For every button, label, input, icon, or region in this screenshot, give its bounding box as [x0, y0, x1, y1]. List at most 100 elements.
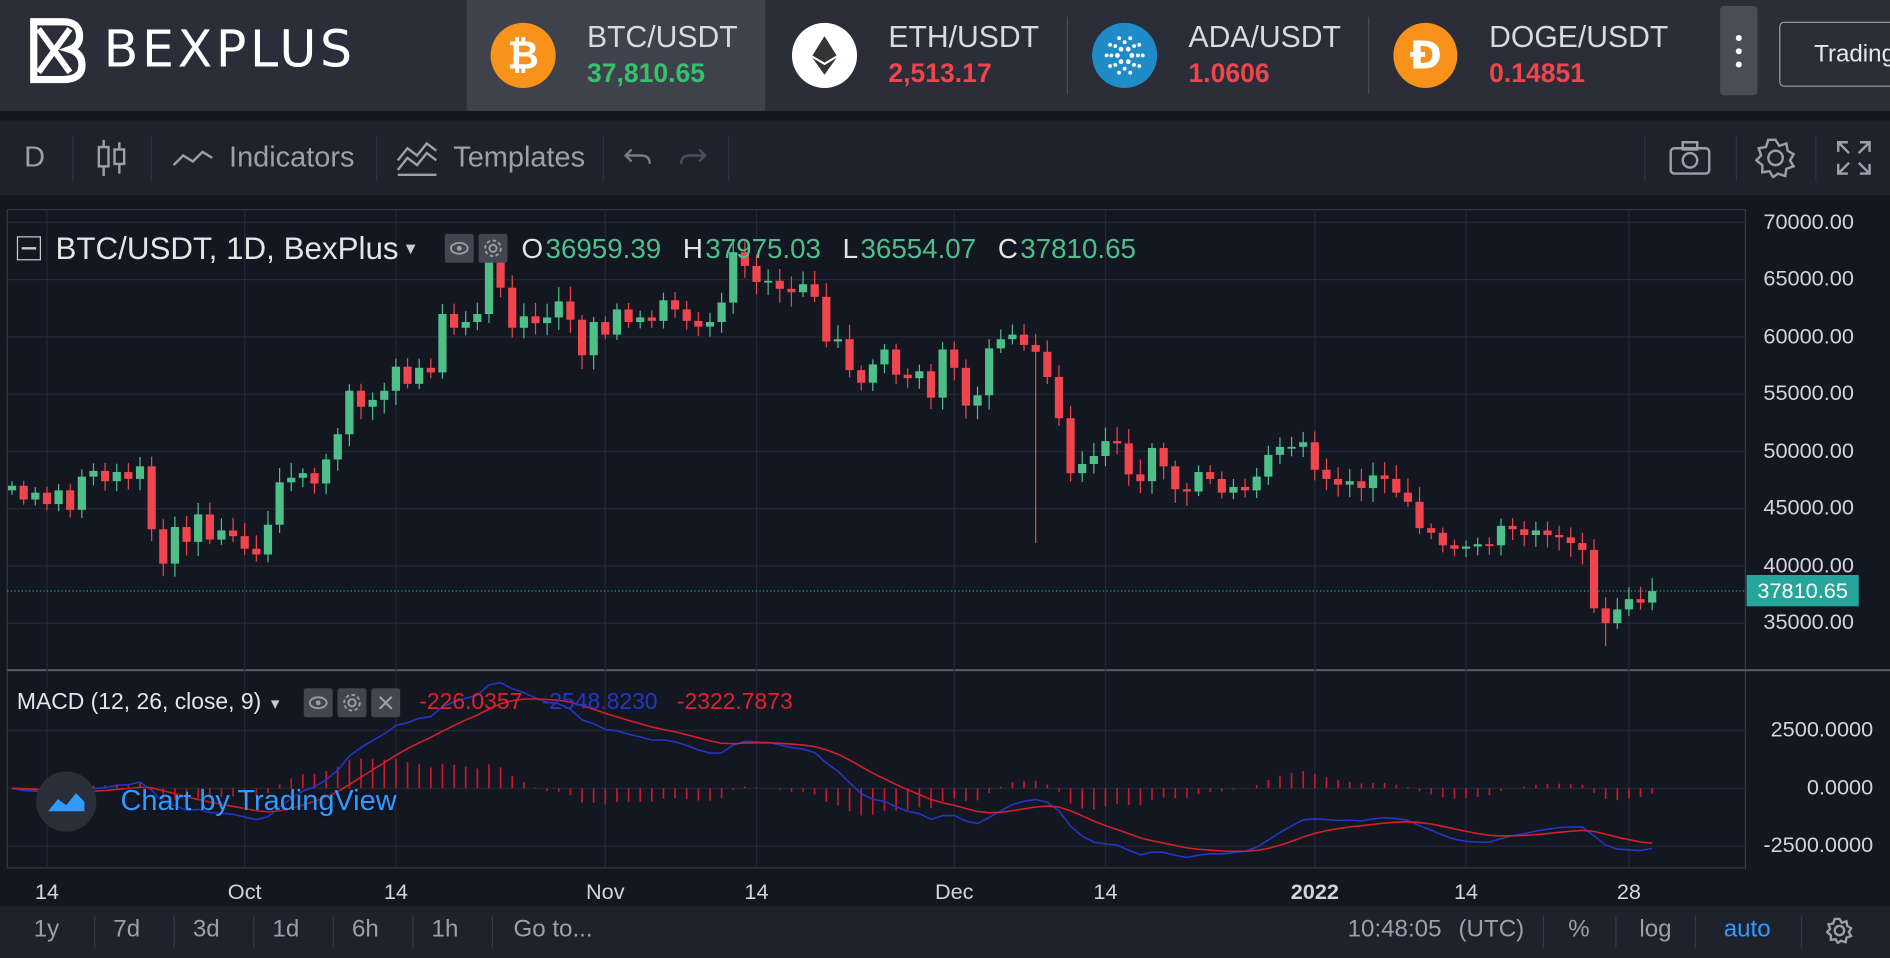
- range-1d-button[interactable]: 1d: [272, 916, 300, 943]
- axis-settings-button[interactable]: [1825, 906, 1853, 958]
- kebab-dot: [1735, 47, 1742, 54]
- candle-body: [845, 339, 854, 371]
- macd-line-value: -2548.8230: [541, 689, 658, 715]
- range-1h-button[interactable]: 1h: [431, 916, 459, 943]
- ticker-divider: [1368, 16, 1370, 95]
- candle-body: [1229, 486, 1238, 493]
- indicators-button[interactable]: Indicators: [171, 121, 354, 196]
- camera-icon: [1669, 141, 1711, 175]
- snapshot-button[interactable]: [1668, 121, 1711, 196]
- range-3d-button[interactable]: 3d: [192, 916, 220, 943]
- go-to-date-button[interactable]: Go to...: [513, 916, 593, 943]
- brand-logo[interactable]: BEXPLUS: [27, 12, 356, 84]
- bottom-divider: [1615, 916, 1617, 948]
- candle-body: [1322, 469, 1331, 479]
- bottom-divider: [412, 916, 414, 948]
- collapse-legend-button[interactable]: [16, 236, 41, 261]
- candle-body: [1589, 549, 1599, 609]
- candle-body: [89, 470, 98, 477]
- candle-body: [403, 366, 412, 384]
- candle-body: [66, 490, 75, 510]
- fullscreen-button[interactable]: [1835, 121, 1874, 196]
- ticker-eth-usdt[interactable]: ETH/USDT 2,513.17: [768, 0, 1067, 111]
- candle-body: [484, 259, 494, 315]
- toolbar-divider: [1815, 135, 1817, 181]
- price-axis-label: 40000.00: [1763, 552, 1854, 577]
- macd-title[interactable]: MACD (12, 26, close, 9): [16, 689, 262, 715]
- templates-button[interactable]: Templates: [395, 121, 585, 196]
- macd-axis-label: 2500.0000: [1770, 717, 1874, 742]
- log-scale-toggle[interactable]: log: [1639, 916, 1672, 943]
- candle-body: [624, 309, 633, 323]
- ticker-btc-usdt[interactable]: ₿ BTC/USDT 37,810.65: [466, 0, 766, 111]
- timezone-label[interactable]: (UTC): [1458, 916, 1525, 943]
- visibility-eye-icon[interactable]: [444, 233, 474, 263]
- candle-body: [1485, 544, 1494, 546]
- candle-body: [833, 339, 843, 342]
- candle-body: [54, 490, 63, 505]
- candle-body: [1206, 472, 1215, 479]
- low-key: L: [842, 232, 859, 264]
- candle-body: [740, 252, 749, 266]
- candle-body: [764, 280, 773, 283]
- candle-body: [1520, 529, 1529, 536]
- candle-body: [519, 316, 528, 328]
- macd-visibility-eye-icon[interactable]: [303, 688, 333, 718]
- time-axis-label: 14: [383, 879, 408, 905]
- chart-area[interactable]: BTC/USDT, 1D, BexPlus ▾ O 36959.39 H 379…: [0, 195, 1890, 907]
- candle-body: [1648, 591, 1657, 603]
- more-menu-button[interactable]: [1720, 6, 1758, 96]
- time-axis-label: 14: [1093, 879, 1118, 905]
- toolbar-divider: [72, 135, 74, 181]
- open-value: 36959.39: [545, 232, 662, 264]
- ticker-ada-usdt[interactable]: ADA/USDT 1.0606: [1068, 0, 1367, 111]
- indicators-label: Indicators: [229, 141, 355, 174]
- candle-body: [1624, 599, 1634, 610]
- candle-body: [1357, 481, 1366, 489]
- symbol-title[interactable]: BTC/USDT, 1D, BexPlus: [55, 229, 399, 266]
- chart-canvas[interactable]: [0, 195, 1890, 906]
- toolbar-divider: [602, 135, 604, 181]
- redo-button[interactable]: [677, 121, 708, 196]
- macd-settings-icon[interactable]: [337, 688, 367, 718]
- candle-body: [1613, 609, 1622, 624]
- macd-remove-icon[interactable]: [370, 688, 400, 718]
- candle-body: [554, 301, 563, 318]
- candle-body: [1159, 447, 1168, 467]
- range-6h-button[interactable]: 6h: [351, 916, 379, 943]
- candle-body: [170, 527, 180, 564]
- ticker-doge-usdt[interactable]: Ð DOGE/USDT 0.14851: [1369, 0, 1668, 111]
- candle-body: [31, 492, 40, 500]
- ticker-meta: ETH/USDT 2,513.17: [888, 19, 1039, 91]
- chart-type-button[interactable]: [96, 121, 127, 196]
- range-7d-button[interactable]: 7d: [113, 916, 141, 943]
- percent-scale-toggle[interactable]: %: [1568, 916, 1590, 943]
- trading-button[interactable]: Trading: [1779, 21, 1890, 87]
- range-1y-button[interactable]: 1y: [33, 916, 60, 943]
- kebab-dot: [1735, 60, 1742, 67]
- candle-body: [1252, 476, 1261, 491]
- candle-body: [973, 395, 982, 406]
- undo-button[interactable]: [622, 121, 653, 196]
- candle-body: [263, 524, 273, 555]
- chart-settings-button[interactable]: [1755, 121, 1796, 196]
- tradingview-branding[interactable]: Chart by TradingView: [36, 771, 397, 832]
- symbol-dropdown-caret-icon[interactable]: ▾: [405, 238, 416, 260]
- candle-body: [240, 536, 249, 549]
- candle-body: [147, 466, 156, 530]
- candle-body: [1461, 546, 1471, 549]
- bottom-divider: [1542, 916, 1545, 948]
- auto-scale-toggle[interactable]: auto: [1723, 916, 1771, 943]
- ticker-price: 37,810.65: [587, 57, 706, 88]
- series-settings-icon[interactable]: [478, 233, 508, 263]
- candle-body: [473, 314, 482, 323]
- candle-body: [903, 374, 912, 379]
- macd-dropdown-caret-icon[interactable]: ▾: [270, 692, 280, 712]
- bexplus-logo-icon: [30, 18, 86, 84]
- candle-body: [868, 364, 877, 383]
- ticker-divider: [1066, 16, 1068, 95]
- time-axis-label: 28: [1616, 879, 1641, 905]
- ticker-pair: DOGE/USDT: [1489, 20, 1669, 55]
- interval-selector[interactable]: D: [24, 141, 46, 174]
- low-value: 36554.07: [860, 232, 977, 264]
